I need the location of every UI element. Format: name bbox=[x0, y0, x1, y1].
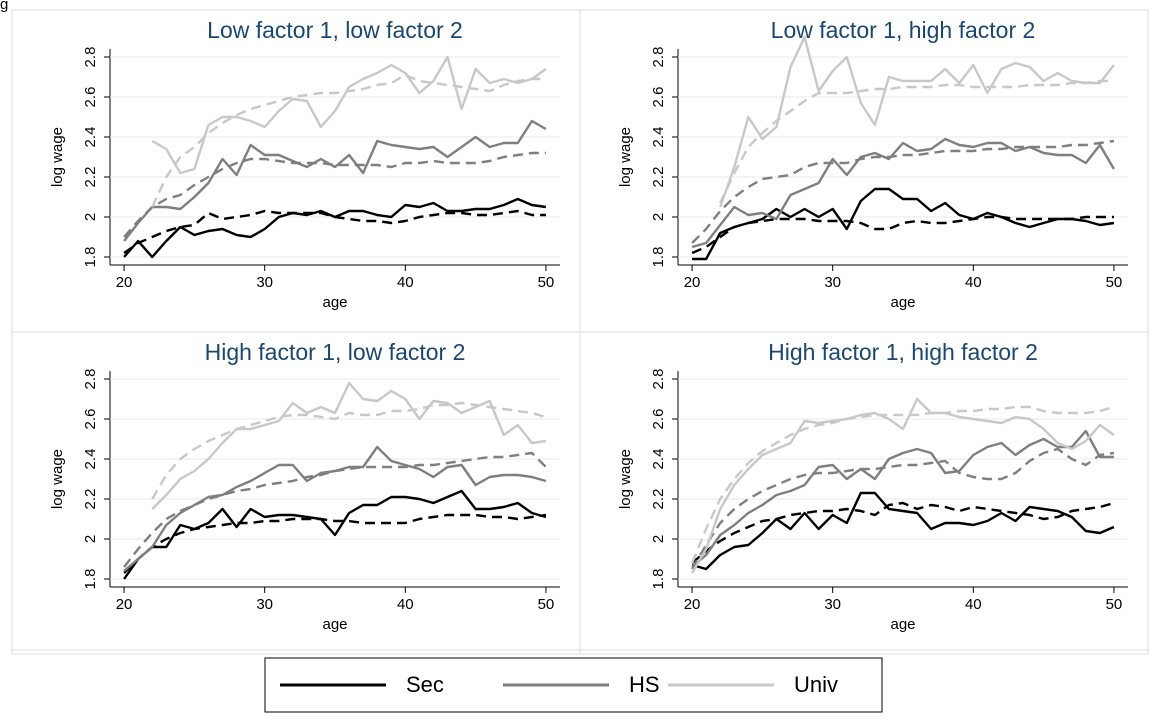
data-line bbox=[719, 35, 1115, 208]
y-tick-label: 2.8 bbox=[82, 369, 99, 390]
x-tick-label: 40 bbox=[397, 596, 414, 613]
panel-title: Low factor 1, high factor 2 bbox=[771, 17, 1036, 43]
y-axis-label: log wage bbox=[617, 127, 634, 187]
fitted-line bbox=[151, 401, 547, 500]
x-tick-label: 50 bbox=[538, 274, 555, 291]
fitted-line bbox=[123, 451, 547, 568]
y-tick-label: 1.8 bbox=[650, 247, 667, 268]
x-tick-label: 40 bbox=[397, 274, 414, 291]
y-tick-label: 2.2 bbox=[82, 167, 99, 188]
y-tick-label: 2.4 bbox=[82, 127, 99, 148]
x-tick-label: 30 bbox=[824, 274, 841, 291]
panel-title: High factor 1, high factor 2 bbox=[768, 339, 1038, 365]
y-tick-label: 1.8 bbox=[82, 569, 99, 590]
panel bbox=[579, 331, 1149, 655]
x-axis-label: age bbox=[890, 616, 915, 633]
x-axis-label: age bbox=[890, 294, 915, 311]
fitted-line bbox=[691, 501, 1115, 564]
x-tick-label: 20 bbox=[684, 596, 701, 613]
y-tick-label: 1.8 bbox=[82, 247, 99, 268]
x-tick-label: 50 bbox=[1106, 274, 1123, 291]
x-tick-label: 30 bbox=[256, 596, 273, 613]
y-tick-label: 2 bbox=[650, 535, 667, 543]
data-line bbox=[123, 119, 547, 242]
x-tick-label: 30 bbox=[824, 596, 841, 613]
y-tick-label: 2 bbox=[650, 213, 667, 221]
y-tick-label: 2.2 bbox=[82, 489, 99, 510]
corner-text: g bbox=[0, 0, 8, 13]
y-tick-label: 2.6 bbox=[650, 87, 667, 108]
legend-label: Sec bbox=[406, 672, 444, 697]
data-line bbox=[691, 397, 1115, 574]
fitted-line bbox=[123, 209, 546, 254]
y-tick-label: 2.4 bbox=[650, 449, 667, 470]
y-tick-label: 1.8 bbox=[650, 569, 667, 590]
y-tick-label: 2.8 bbox=[650, 47, 667, 68]
y-tick-label: 2.2 bbox=[650, 489, 667, 510]
y-tick-label: 2 bbox=[82, 535, 99, 543]
x-tick-label: 30 bbox=[256, 274, 273, 291]
x-tick-label: 50 bbox=[1106, 596, 1123, 613]
data-line bbox=[691, 429, 1114, 568]
fitted-line bbox=[691, 139, 1115, 244]
y-tick-label: 2.6 bbox=[650, 409, 667, 430]
x-tick-label: 40 bbox=[965, 274, 982, 291]
y-tick-label: 2.8 bbox=[82, 47, 99, 68]
fitted-line bbox=[123, 151, 546, 238]
fitted-line bbox=[691, 447, 1115, 570]
x-tick-label: 40 bbox=[965, 596, 982, 613]
data-line bbox=[691, 137, 1115, 249]
y-axis-label: log wage bbox=[49, 127, 66, 187]
x-tick-label: 20 bbox=[684, 274, 701, 291]
x-axis-label: age bbox=[322, 294, 347, 311]
y-tick-label: 2.4 bbox=[650, 127, 667, 148]
legend-label: HS bbox=[629, 672, 660, 697]
x-tick-label: 20 bbox=[116, 274, 133, 291]
fitted-line bbox=[719, 79, 1114, 204]
panel-title: High factor 1, low factor 2 bbox=[205, 339, 466, 365]
data-line bbox=[691, 491, 1115, 571]
y-tick-label: 2.6 bbox=[82, 409, 99, 430]
x-axis-label: age bbox=[322, 616, 347, 633]
y-tick-label: 2.6 bbox=[82, 87, 99, 108]
y-tick-label: 2.8 bbox=[650, 369, 667, 390]
fitted-line bbox=[690, 405, 1115, 564]
y-tick-label: 2 bbox=[82, 213, 99, 221]
y-tick-label: 2.2 bbox=[650, 167, 667, 188]
data-line bbox=[692, 187, 1115, 261]
y-axis-label: log wage bbox=[49, 449, 66, 509]
data-line bbox=[151, 55, 547, 175]
legend-label: Univ bbox=[794, 672, 838, 697]
fitted-line bbox=[123, 513, 547, 574]
y-tick-label: 2.4 bbox=[82, 449, 99, 470]
x-tick-label: 50 bbox=[538, 596, 555, 613]
fitted-line bbox=[151, 73, 546, 208]
y-axis-label: log wage bbox=[617, 449, 634, 509]
panel-title: Low factor 1, low factor 2 bbox=[207, 17, 463, 43]
x-tick-label: 20 bbox=[116, 596, 133, 613]
